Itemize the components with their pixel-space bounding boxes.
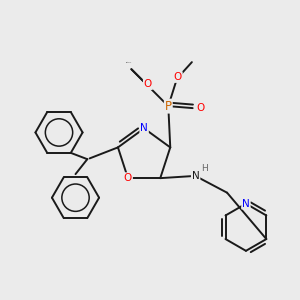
Text: O: O: [196, 103, 205, 113]
Text: O: O: [174, 72, 182, 82]
Text: P: P: [165, 100, 172, 112]
Text: H: H: [201, 164, 208, 173]
Text: N: N: [192, 171, 200, 181]
Text: O: O: [124, 173, 132, 183]
Text: O: O: [144, 79, 152, 89]
Text: methoxy: methoxy: [126, 61, 133, 63]
Text: N: N: [140, 123, 148, 134]
Text: N: N: [242, 199, 250, 209]
